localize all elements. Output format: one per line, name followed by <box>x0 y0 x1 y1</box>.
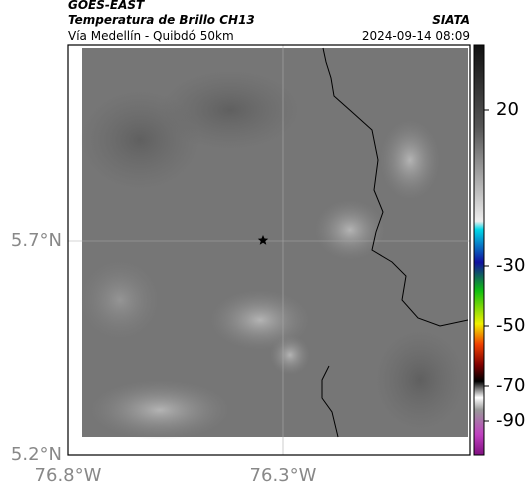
colorbar-tick-label: 20 <box>496 99 519 120</box>
location-marker <box>257 235 269 245</box>
product: Temperatura de Brillo CH13 <box>68 13 255 27</box>
datetime: 2024-09-14 08:09 <box>362 29 470 43</box>
border <box>322 47 469 327</box>
lat-label: 5.7°N <box>11 230 62 251</box>
region: Vía Medellín - Quibdó 50km <box>68 29 234 43</box>
border <box>321 365 339 438</box>
lat-label: 5.2°N <box>11 444 62 465</box>
colorbar-tick-label: -90 <box>496 410 525 431</box>
lon-label: 76.8°W <box>35 465 102 486</box>
agency: SIATA <box>432 13 470 27</box>
lon-label: 76.3°W <box>250 465 317 486</box>
map-frame <box>67 44 471 456</box>
colorbar-ticks: 20 -30 -50 -70 -90 <box>484 99 525 431</box>
satellite-image <box>80 48 468 440</box>
source: GOES-EAST <box>68 0 145 12</box>
colorbar-tick-label: -50 <box>496 315 525 336</box>
colorbar <box>473 44 485 456</box>
colorbar-tick-label: -30 <box>496 255 525 276</box>
colorbar-tick-label: -70 <box>496 375 525 396</box>
